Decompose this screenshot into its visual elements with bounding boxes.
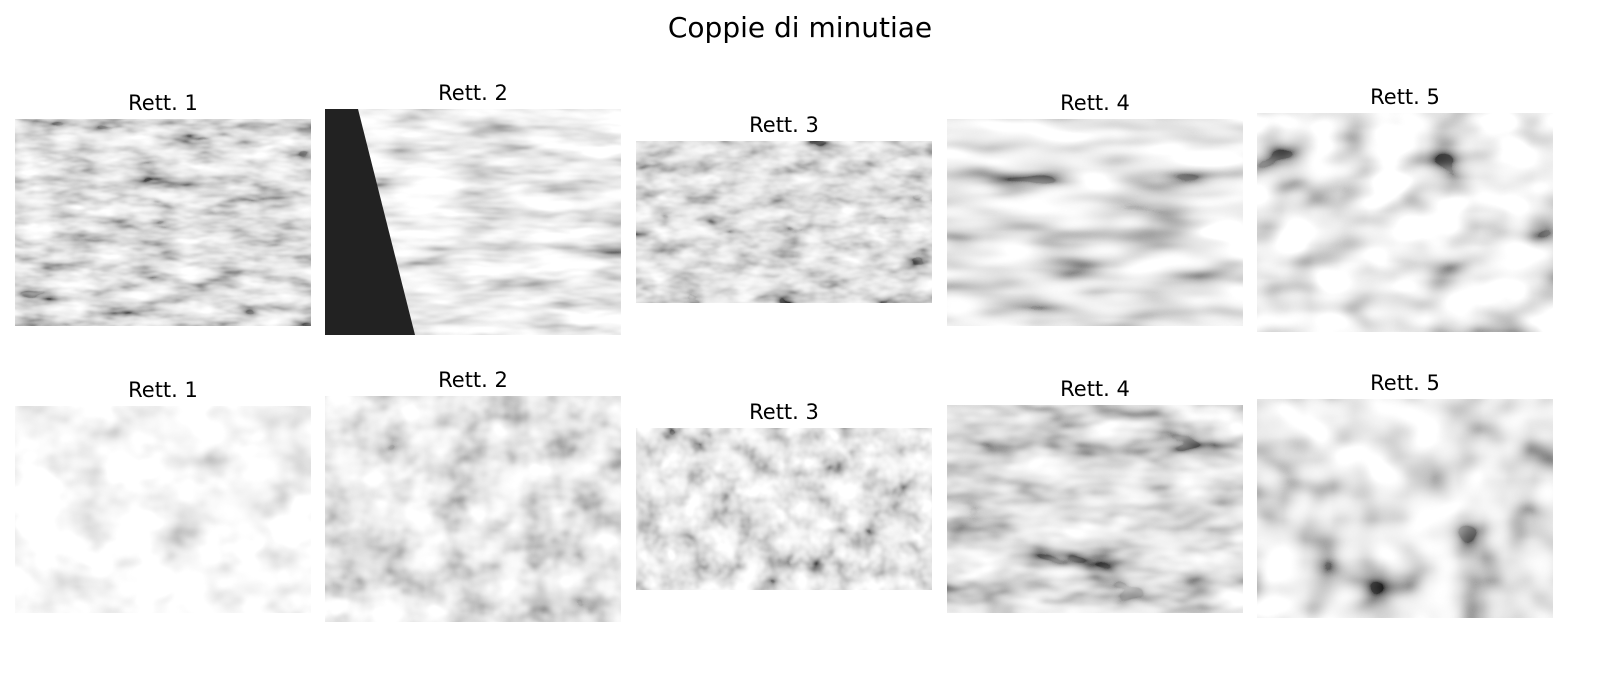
fingerprint-patch-svg (1257, 399, 1553, 618)
fingerprint-patch-svg (15, 119, 311, 326)
panel-title: Rett. 2 (438, 368, 508, 392)
fingerprint-patch-svg (325, 396, 621, 622)
panel-title: Rett. 2 (438, 81, 508, 105)
panel-row2-3: Rett. 3 (636, 397, 932, 592)
panel-row1-1: Rett. 1 (15, 88, 311, 328)
panel-row1-4: Rett. 4 (947, 88, 1243, 328)
panel-title: Rett. 5 (1370, 371, 1440, 395)
black-mask-region (325, 109, 415, 335)
fingerprint-patch-svg (947, 405, 1243, 613)
panel-row2-5: Rett. 5 (1257, 368, 1553, 620)
fingerprint-patch-image (325, 109, 621, 335)
fingerprint-patch-image (325, 396, 621, 622)
fingerprint-patch-image (15, 406, 311, 613)
fingerprint-patch-image (636, 141, 932, 303)
panel-row1-3: Rett. 3 (636, 110, 932, 305)
fingerprint-patch-svg (1257, 113, 1553, 332)
fingerprint-patch-svg (636, 428, 932, 590)
panel-row2-1: Rett. 1 (15, 375, 311, 615)
fingerprint-patch-svg (325, 109, 621, 335)
panel-title: Rett. 3 (749, 400, 819, 424)
panel-row1-2: Rett. 2 (325, 78, 621, 338)
fingerprint-patch-image (947, 119, 1243, 326)
panel-title: Rett. 1 (128, 91, 198, 115)
panel-title: Rett. 5 (1370, 85, 1440, 109)
fingerprint-patch-svg (15, 406, 311, 613)
panel-title: Rett. 4 (1060, 91, 1130, 115)
figure-title: Coppie di minutiae (667, 11, 933, 44)
fingerprint-patch-image (15, 119, 311, 326)
panel-title: Rett. 4 (1060, 377, 1130, 401)
fingerprint-patch-image (1257, 399, 1553, 618)
fingerprint-patch-image (1257, 113, 1553, 332)
fingerprint-patch-image (947, 405, 1243, 613)
panel-title: Rett. 3 (749, 113, 819, 137)
panel-row1-5: Rett. 5 (1257, 82, 1553, 334)
panel-row2-4: Rett. 4 (947, 374, 1243, 616)
panel-title: Rett. 1 (128, 378, 198, 402)
fingerprint-patch-svg (947, 119, 1243, 326)
fingerprint-patch-image (636, 428, 932, 590)
panel-row2-2: Rett. 2 (325, 365, 621, 625)
fingerprint-patch-svg (636, 141, 932, 303)
